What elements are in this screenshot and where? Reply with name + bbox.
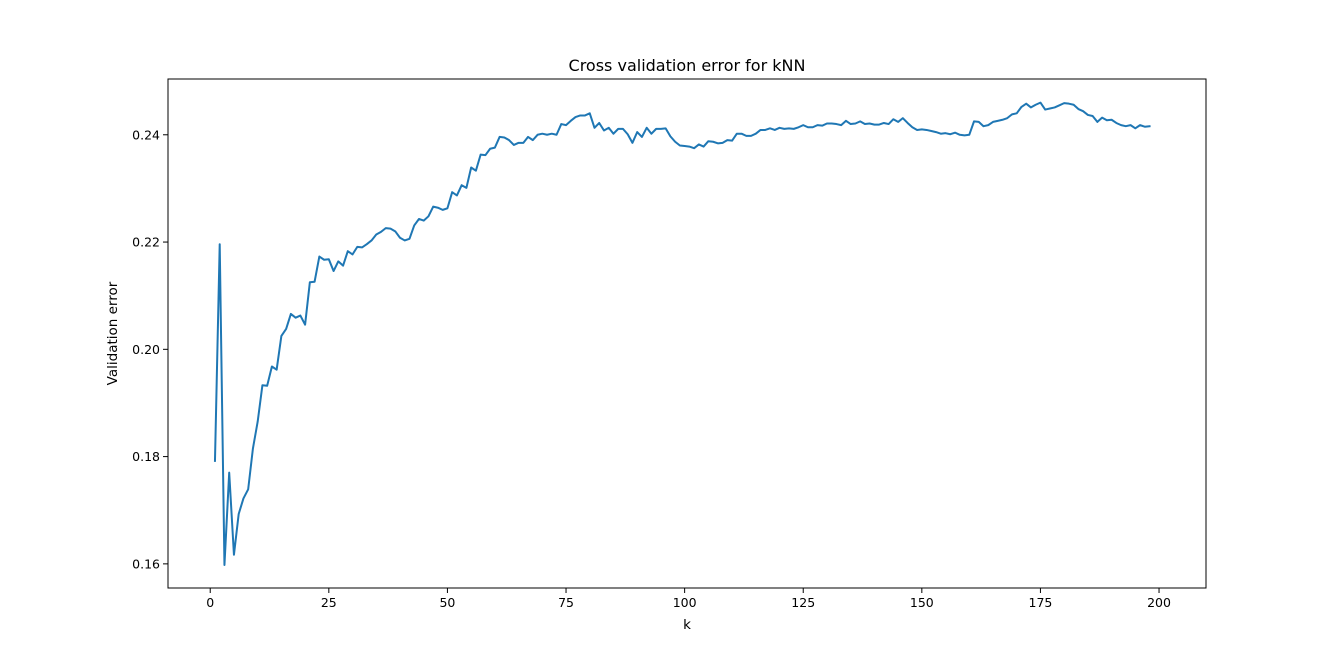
x-tick-label: 75 <box>558 595 574 610</box>
x-axis-label: k <box>683 617 691 633</box>
x-tick-label: 100 <box>673 595 697 610</box>
y-axis: 0.16 0.18 0.20 0.22 0.24 <box>132 127 168 571</box>
x-tick-label: 0 <box>206 595 214 610</box>
y-tick-label: 0.24 <box>132 127 160 142</box>
x-tick-label: 125 <box>791 595 815 610</box>
x-tick-label: 175 <box>1029 595 1053 610</box>
chart-title: Cross validation error for kNN <box>569 56 806 75</box>
y-tick-label: 0.16 <box>132 556 160 571</box>
x-tick-label: 50 <box>439 595 455 610</box>
x-tick-label: 25 <box>321 595 337 610</box>
y-tick-label: 0.18 <box>132 449 160 464</box>
plot-frame <box>167 78 1207 589</box>
series-line <box>213 101 1151 566</box>
x-axis: 0 25 50 75 100 125 150 175 200 <box>206 588 1171 610</box>
x-tick-label: 150 <box>910 595 934 610</box>
y-tick-label: 0.20 <box>132 342 160 357</box>
y-tick-label: 0.22 <box>132 235 160 250</box>
x-tick-label: 200 <box>1147 595 1171 610</box>
y-axis-label: Validation error <box>105 281 121 385</box>
